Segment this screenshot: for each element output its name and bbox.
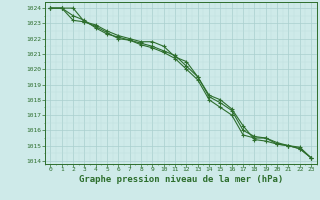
X-axis label: Graphe pression niveau de la mer (hPa): Graphe pression niveau de la mer (hPa) [79, 175, 283, 184]
